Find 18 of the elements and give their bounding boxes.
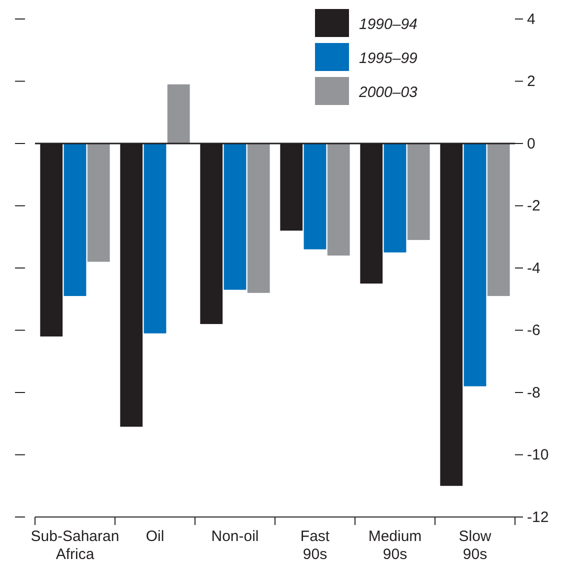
y-tick-label: -12 bbox=[527, 508, 549, 526]
x-tick-label: Medium 90s bbox=[368, 528, 422, 563]
legend-label: 1990–94 bbox=[359, 16, 418, 33]
x-tick-label: Fast 90s bbox=[300, 528, 330, 563]
legend-label: 2000–03 bbox=[358, 84, 418, 101]
x-tick-label: Non-oil bbox=[211, 528, 259, 545]
x-tick-label: Slow 90s bbox=[458, 528, 492, 563]
y-tick-label: 4 bbox=[527, 10, 536, 28]
y-tick-label: 2 bbox=[527, 73, 536, 90]
y-tick-label: -8 bbox=[527, 384, 540, 402]
y-tick-label: -4 bbox=[527, 260, 540, 277]
y-tick-label: -2 bbox=[527, 198, 540, 215]
y-tick-label: -6 bbox=[527, 322, 540, 340]
x-tick-label: Sub-Saharan Africa bbox=[30, 528, 120, 563]
x-tick-label: Oil bbox=[146, 528, 164, 545]
y-tick-label: -10 bbox=[527, 446, 549, 464]
legend-label: 1995–99 bbox=[359, 50, 418, 67]
y-tick-label: 0 bbox=[527, 135, 536, 152]
